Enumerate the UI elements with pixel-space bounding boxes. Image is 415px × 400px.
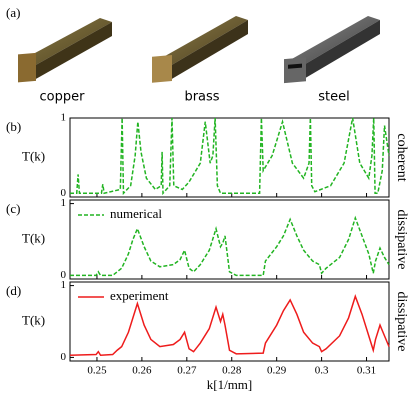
y-axis-label: T(k)	[22, 230, 45, 245]
sample-label: brass	[184, 90, 219, 105]
side-label: dissipative	[394, 292, 409, 352]
x-tick-label: 0.26	[132, 365, 152, 377]
x-tick-label: 0.28	[222, 365, 242, 377]
photo-steel	[284, 16, 380, 84]
x-tick-label: 0.29	[267, 365, 287, 377]
y-tick-label: 0	[61, 351, 67, 363]
y-axis-label: T(k)	[22, 148, 45, 163]
sample-label: steel	[318, 90, 349, 105]
plot-frame	[69, 281, 390, 362]
side-label: dissipative	[394, 210, 409, 270]
legend-label: numerical	[110, 206, 162, 221]
x-tick-label: 0.3	[315, 365, 329, 377]
y-tick-label: 1	[61, 279, 67, 291]
photo-copper	[18, 18, 112, 83]
data-line	[70, 215, 390, 277]
side-label: coherent	[394, 133, 409, 181]
panel-label: (a)	[6, 5, 20, 20]
panel-label: (c)	[6, 201, 20, 216]
legend-label: experiment	[110, 288, 169, 303]
panel-label: (b)	[6, 119, 21, 134]
data-line	[69, 294, 390, 357]
plot-frame	[69, 117, 390, 198]
photo-brass	[152, 16, 248, 83]
y-axis-label: T(k)	[22, 312, 45, 327]
plot-frame	[69, 199, 390, 280]
x-tick-label: 0.25	[87, 365, 107, 377]
y-tick-label: 1	[61, 112, 67, 124]
x-axis-label: k[1/mm]	[207, 377, 253, 392]
x-tick-label: 0.27	[177, 365, 197, 377]
y-tick-label: 0	[61, 269, 67, 281]
x-tick-label: 0.31	[357, 365, 376, 377]
panel-label: (d)	[6, 283, 21, 298]
data-line	[70, 117, 390, 196]
y-tick-label: 0	[61, 187, 67, 199]
y-tick-label: 1	[61, 197, 67, 209]
sample-label: copper	[40, 90, 86, 105]
